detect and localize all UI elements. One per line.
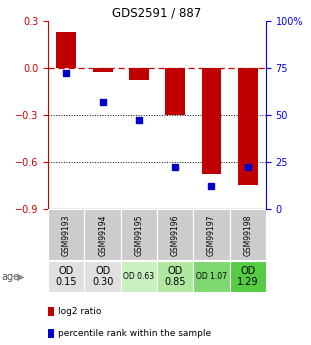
Bar: [85, 209, 121, 260]
Text: GSM99196: GSM99196: [171, 214, 180, 256]
Bar: [193, 261, 230, 292]
Text: age: age: [2, 272, 20, 282]
Bar: [121, 209, 157, 260]
Text: OD 1.07: OD 1.07: [196, 272, 227, 281]
Bar: [121, 261, 157, 292]
Bar: [56, 32, 76, 68]
Text: OD
0.15: OD 0.15: [56, 266, 77, 287]
Bar: [129, 68, 149, 80]
Bar: [230, 209, 266, 260]
Bar: [157, 209, 193, 260]
Bar: [85, 261, 121, 292]
Bar: [202, 68, 221, 174]
Bar: [165, 68, 185, 115]
Text: OD
0.85: OD 0.85: [165, 266, 186, 287]
Title: GDS2591 / 887: GDS2591 / 887: [113, 7, 202, 20]
Text: GSM99197: GSM99197: [207, 214, 216, 256]
Text: log2 ratio: log2 ratio: [58, 307, 101, 316]
Text: GSM99195: GSM99195: [134, 214, 143, 256]
Bar: [238, 68, 258, 185]
Bar: [93, 68, 113, 72]
Bar: [193, 209, 230, 260]
Text: GSM99193: GSM99193: [62, 214, 71, 256]
Text: OD
0.30: OD 0.30: [92, 266, 113, 287]
Text: OD
1.29: OD 1.29: [237, 266, 258, 287]
Bar: [157, 261, 193, 292]
Text: OD 0.63: OD 0.63: [123, 272, 155, 281]
Text: percentile rank within the sample: percentile rank within the sample: [58, 329, 211, 338]
Text: GSM99198: GSM99198: [243, 214, 252, 256]
Bar: [48, 209, 85, 260]
Text: GSM99194: GSM99194: [98, 214, 107, 256]
Text: ▶: ▶: [17, 272, 25, 282]
Bar: [48, 261, 85, 292]
Bar: [230, 261, 266, 292]
